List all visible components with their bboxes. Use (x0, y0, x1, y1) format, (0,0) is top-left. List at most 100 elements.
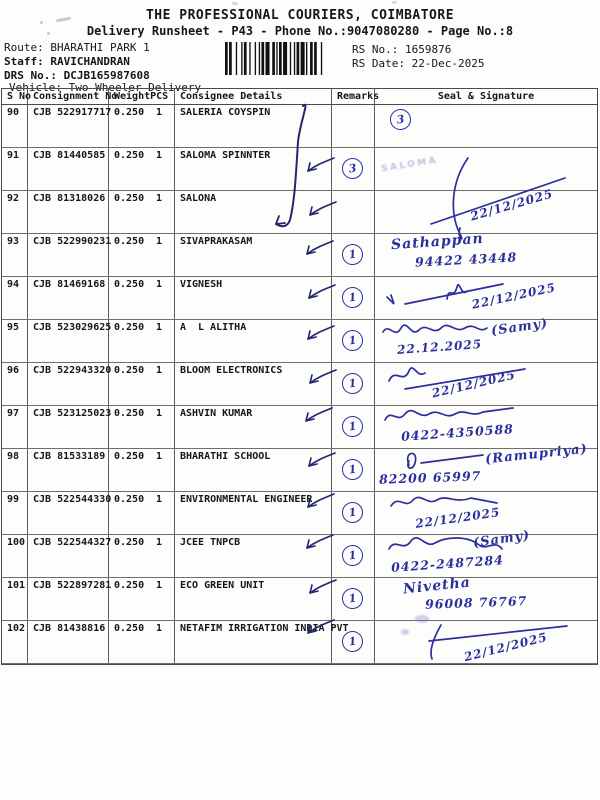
table-row: 90 CJB 522917717 0.250 1 SALERIA COYSPIN 3 (2, 105, 597, 148)
circled-remark-digit: 1 (340, 500, 365, 525)
cell-sno: 92 (2, 191, 28, 233)
cell-weight-pcs: 0.250 1 (109, 234, 175, 276)
weight-value: 0.250 (114, 623, 145, 634)
weight-value: 0.250 (114, 107, 145, 118)
cell-consignee: A L ALITHA (175, 320, 332, 362)
col-header-consignee: Consignee Details (175, 89, 332, 104)
cell-sno: 93 (2, 234, 28, 276)
cell-remarks (332, 191, 375, 233)
cell-consignment: CJB 522990231 (28, 234, 111, 276)
cell-consignment: CJB 523125023 (28, 406, 111, 448)
rs-date-value: 22-Dec-2025 (411, 57, 485, 70)
signature-scribble (388, 537, 503, 550)
cell-seal: 22/12/2025 (375, 277, 597, 319)
cell-weight-pcs: 0.250 1 (109, 535, 175, 577)
cell-remarks: 1 (332, 406, 375, 448)
cell-remarks: 1 (332, 277, 375, 319)
cell-weight-pcs: 0.250 1 (109, 449, 175, 491)
cell-weight-pcs: 0.250 1 (109, 277, 175, 319)
handwritten-text: 22/12/2025 (430, 367, 518, 401)
cell-sno: 99 (2, 492, 28, 534)
route-value: BHARATHI PARK 1 (50, 41, 150, 54)
handwritten-text: Nivetha (402, 574, 472, 598)
staff-line: Staff: RAVICHANDRAN (4, 55, 130, 68)
circled-remark-digit: 3 (388, 107, 413, 132)
weight-value: 0.250 (114, 494, 145, 505)
cell-remarks: 1 (332, 492, 375, 534)
cell-sno: 95 (2, 320, 28, 362)
cell-sno: 94 (2, 277, 28, 319)
cell-consignment: CJB 81469168 (28, 277, 109, 319)
scan-artifact-dot (47, 32, 50, 35)
route-label: Route: (4, 41, 44, 54)
circled-remark-digit: 3 (340, 156, 365, 181)
stamp-ink-speck (401, 629, 409, 635)
cell-consignee: ECO GREEN UNIT (175, 578, 332, 620)
cell-remarks: 1 (332, 320, 375, 362)
scan-artifact-dot (40, 21, 43, 24)
cell-consignee: BHARATHI SCHOOL (175, 449, 332, 491)
weight-value: 0.250 (114, 193, 145, 204)
cell-weight-pcs: 0.250 1 (109, 320, 175, 362)
cell-seal: 3 (375, 105, 597, 147)
signature-scribble (384, 407, 514, 421)
weight-value: 0.250 (114, 236, 145, 247)
cell-sno: 101 (2, 578, 28, 620)
circled-remark-digit: 1 (340, 586, 365, 611)
cell-consignee: ASHVIN KUMAR (175, 406, 332, 448)
cell-remarks: 1 (332, 363, 375, 405)
table-header-row: S No Consignment No Weight PCS Consignee … (2, 89, 597, 105)
barcode-icon (225, 42, 323, 75)
table-row: 91 CJB 81440585 0.250 1 SALOMA SPINNTER 3 22/1… (2, 148, 597, 240)
signature-scribble (406, 452, 484, 469)
cell-weight-pcs: 0.250 1 (109, 191, 175, 233)
cell-consignment: CJB 522943320 (28, 363, 111, 405)
cell-seal: Sathappan 94422 43448 (375, 230, 597, 276)
cell-weight-pcs: 0.250 1 (109, 105, 175, 147)
handwritten-text: 82200 65997 (378, 468, 482, 487)
pcs-value: 1 (155, 236, 162, 247)
col-header-sno: S No (2, 89, 31, 104)
handwritten-text: 96008 76767 (424, 593, 528, 612)
signature-scribble (386, 283, 504, 305)
cell-consignment: CJB 523029625 (28, 320, 111, 362)
vehicle-value: Two Wheeler Delivery (68, 81, 202, 94)
cell-seal: 22/12/2025 SALOMA (375, 148, 597, 240)
pcs-value: 1 (155, 537, 162, 548)
vehicle-label: Vehicle: (9, 81, 62, 94)
handwritten-text: 22/12/2025 (470, 280, 558, 312)
cell-consignee: SALOMA SPINNTER (175, 148, 332, 190)
rs-no-label: RS No.: (352, 43, 399, 56)
cell-remarks: 1 (332, 234, 375, 276)
signature-scribble (428, 624, 568, 660)
cell-sno: 97 (2, 406, 28, 448)
doc-subtitle: Delivery Runsheet - P43 - Phone No.:9047… (86, 24, 514, 38)
col-header-weight: Weight (114, 91, 151, 102)
staff-value: RAVICHANDRAN (50, 55, 130, 68)
cell-consignee: BLOOM ELECTRONICS (175, 363, 332, 405)
cell-consignee: SALONA (175, 191, 332, 233)
pcs-value: 1 (155, 408, 162, 419)
circled-remark-digit: 1 (340, 414, 365, 439)
handwritten-text: Sathappan (390, 230, 485, 254)
cell-consignment: CJB 522544327 (28, 535, 111, 577)
drs-value: DCJB165987608 (63, 69, 150, 82)
pcs-value: 1 (155, 580, 162, 591)
pcs-value: 1 (155, 193, 162, 204)
handwritten-text: 0422-4350588 (400, 421, 515, 444)
cell-weight-pcs: 0.250 1 (109, 621, 175, 663)
table-row: 93 CJB 522990231 0.250 1 SIVAPRAKASAM 1 Sathap… (2, 230, 597, 277)
cell-remarks: 1 (332, 535, 375, 577)
cell-remarks (332, 105, 375, 147)
circled-remark-digit: 1 (340, 543, 365, 568)
cell-consignment: CJB 81318026 (28, 191, 109, 233)
weight-value: 0.250 (114, 408, 145, 419)
drs-line: DRS No.: DCJB165987608 (4, 69, 150, 82)
cell-seal: (Samy) 22.12.2025 (375, 316, 597, 362)
table-row: 99 CJB 522544330 0.250 1 ENVIRONMENTAL ENGIN… (2, 492, 597, 535)
cell-consignee: ENVIRONMENTAL ENGINEER (175, 492, 332, 534)
cell-sno: 91 (2, 148, 28, 190)
weight-value: 0.250 (114, 365, 145, 376)
cell-seal: (Ramupriya) 82200 65997 (375, 442, 597, 491)
